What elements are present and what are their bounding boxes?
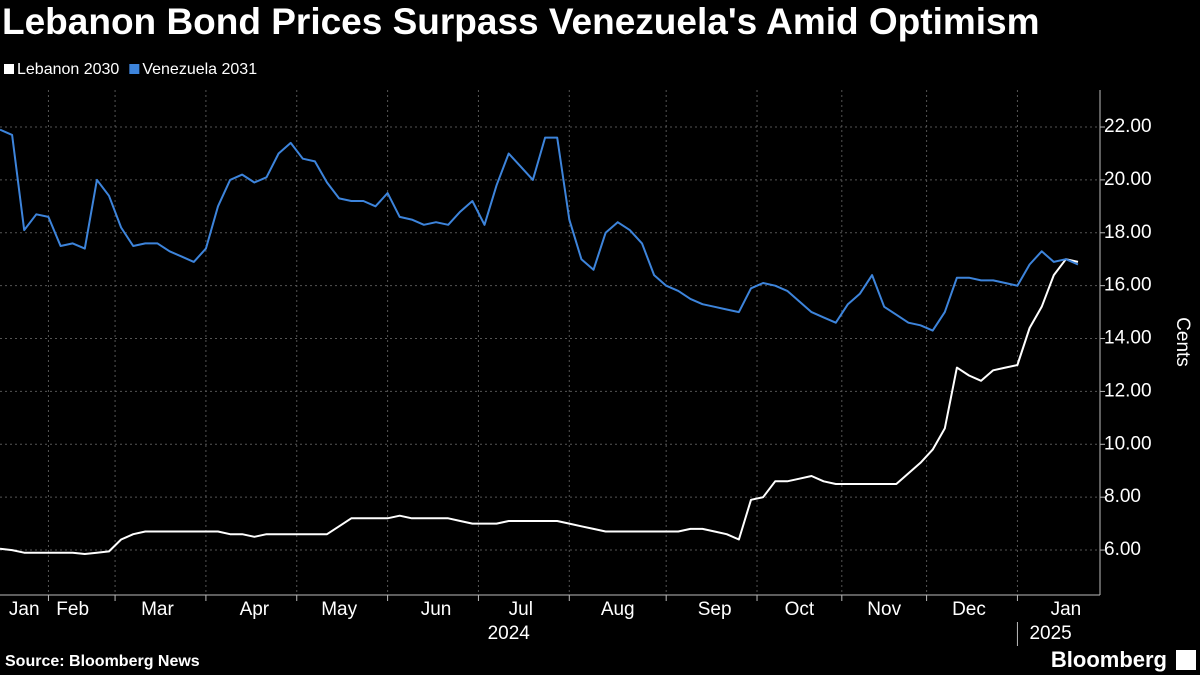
series-line: [0, 258, 1079, 555]
series-line: [0, 128, 1079, 332]
x-tick-label: Jan: [9, 599, 40, 620]
y-tick-label: 8.00: [1104, 486, 1141, 507]
x-tick-label: Dec: [952, 599, 986, 620]
y-tick-label: 20.00: [1104, 169, 1152, 190]
x-tick-label: May: [321, 599, 357, 620]
x-tick-label: Mar: [141, 599, 174, 620]
legend-swatch: [4, 64, 14, 74]
y-tick-label: 22.00: [1104, 116, 1152, 137]
brand-icon: [1176, 650, 1196, 670]
y-tick-label: 18.00: [1104, 222, 1152, 243]
y-tick-label: 6.00: [1104, 539, 1141, 560]
x-tick-label: Feb: [56, 599, 89, 620]
x-tick-label: Oct: [785, 599, 815, 620]
chart-title: Lebanon Bond Prices Surpass Venezuela's …: [2, 1, 1040, 42]
x-tick-label: Sep: [698, 599, 732, 620]
y-tick-label: 16.00: [1104, 275, 1152, 296]
brand: Bloomberg: [1051, 647, 1167, 672]
y-tick-label: 10.00: [1104, 433, 1152, 454]
year-label: 2024: [488, 623, 531, 644]
legend-label: Venezuela 2031: [142, 61, 257, 78]
x-tick-label: Apr: [240, 599, 270, 620]
x-tick-label: Aug: [601, 599, 635, 620]
y-axis-label: Cents: [1172, 317, 1193, 367]
source: Source: Bloomberg News: [5, 653, 200, 670]
legend-label: Lebanon 2030: [17, 61, 119, 78]
y-tick-label: 12.00: [1104, 380, 1152, 401]
year-label: 2025: [1029, 623, 1071, 644]
x-tick-label: Jan: [1051, 599, 1082, 620]
x-tick-label: Nov: [867, 599, 901, 620]
y-tick-label: 14.00: [1104, 328, 1152, 349]
legend-swatch: [129, 64, 140, 74]
x-tick-label: Jul: [509, 599, 533, 620]
x-tick-label: Jun: [421, 599, 452, 620]
